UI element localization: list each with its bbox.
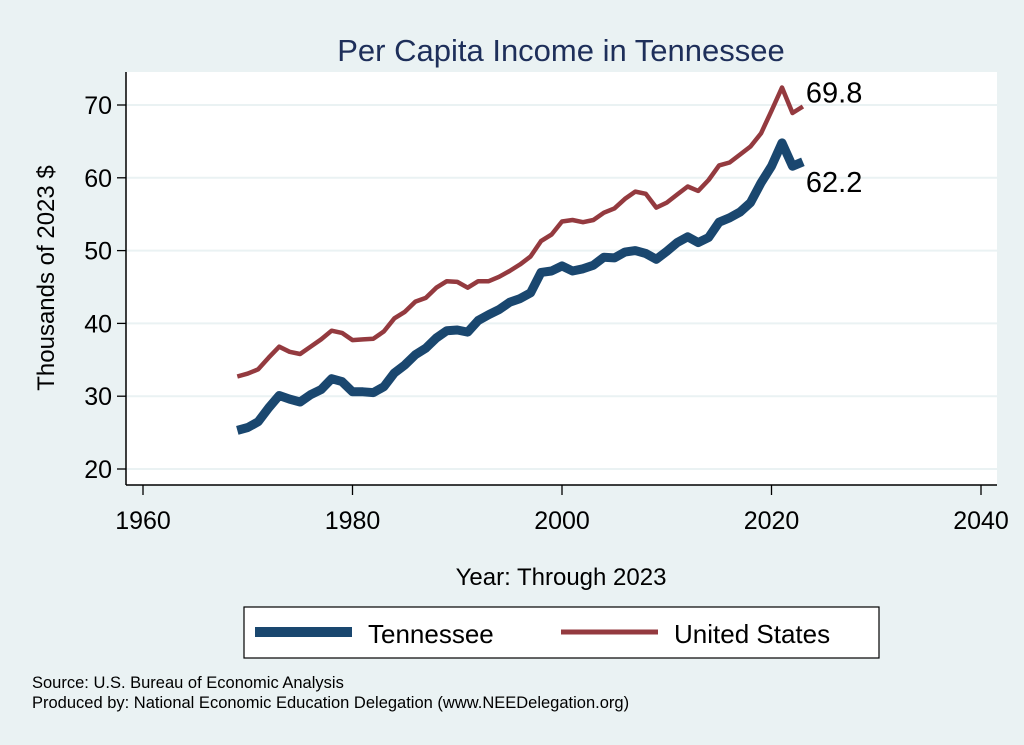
y-tick-label: 60: [84, 165, 112, 193]
legend-label-united-states: United States: [674, 619, 830, 649]
end-label-united-states: 69.8: [806, 77, 862, 109]
legend-label-tennessee: Tennessee: [368, 619, 494, 649]
series-lines: [236, 85, 805, 435]
x-tick-label: 1980: [325, 507, 381, 535]
plot-area: [126, 72, 997, 485]
series-line-united-states: [236, 85, 805, 379]
y-tick-label: 50: [84, 238, 112, 266]
y-tick-label: 30: [84, 383, 112, 411]
grid-lines: [126, 104, 997, 470]
source-note: Source: U.S. Bureau of Economic Analysis: [32, 674, 344, 692]
series-line-tennessee: [236, 138, 805, 435]
x-axis-ticks: 1960 1980 2000 2020 2040: [115, 485, 1009, 535]
legend: Tennessee United States: [243, 606, 880, 659]
y-axis-ticks: 20 30 40 50 60 70: [84, 92, 126, 484]
x-tick-label: 2040: [953, 507, 1009, 535]
chart-title: Per Capita Income in Tennessee: [337, 33, 784, 68]
y-tick-label: 70: [84, 92, 112, 120]
y-tick-label: 20: [84, 456, 112, 484]
y-tick-label: 40: [84, 310, 112, 338]
x-tick-label: 2020: [744, 507, 800, 535]
end-label-tennessee: 62.2: [806, 167, 862, 199]
x-axis-title: Year: Through 2023: [456, 564, 667, 591]
x-tick-label: 1960: [115, 507, 171, 535]
producer-note: Produced by: National Economic Education…: [32, 694, 629, 712]
x-tick-label: 2000: [534, 507, 590, 535]
end-labels: 62.2 69.8: [806, 77, 862, 198]
y-axis-title: Thousands of 2023 $: [33, 165, 60, 391]
